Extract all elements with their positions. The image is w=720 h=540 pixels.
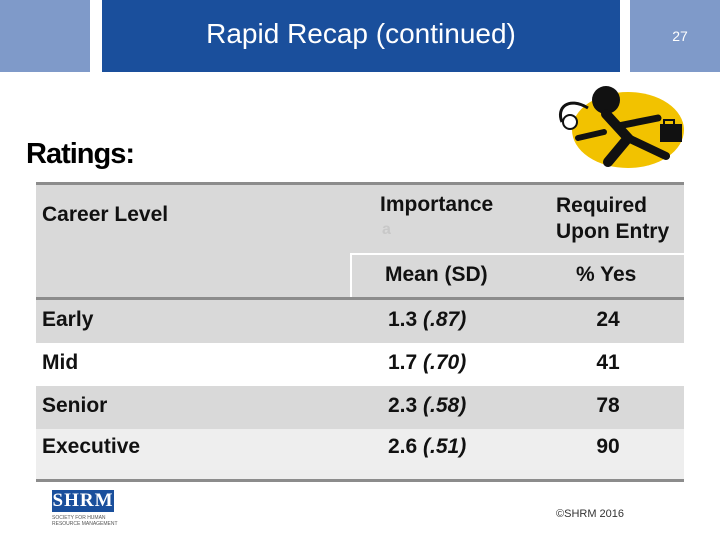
header-importance-note: a <box>382 221 391 238</box>
header-rule <box>36 297 684 300</box>
header-left-bar <box>0 0 90 72</box>
row-pct: 41 <box>596 351 620 374</box>
row-pct: 78 <box>596 394 620 417</box>
table-bottom-rule <box>36 479 684 482</box>
section-heading: Ratings: <box>26 138 135 170</box>
row-pct: 90 <box>596 435 620 458</box>
header-importance: Importance <box>380 193 494 216</box>
slide-title: Rapid Recap (continued) <box>206 18 516 49</box>
page-number: 27 <box>672 28 688 44</box>
header-right-bar <box>630 0 720 72</box>
table-row: Senior 2.3 (.58) 78 <box>36 386 684 429</box>
row-mean: 1.3 (.87) <box>388 308 467 331</box>
row-level: Senior <box>42 394 108 417</box>
row-mean: 2.6 (.51) <box>388 435 467 458</box>
row-level: Early <box>42 308 94 331</box>
row-mean: 1.7 (.70) <box>388 351 467 374</box>
copyright: ©SHRM 2016 <box>556 508 625 520</box>
title-bar <box>102 0 620 72</box>
row-level: Executive <box>42 435 141 458</box>
header-required: Required Upon Entry <box>556 194 670 243</box>
table-row: Early 1.3 (.87) 24 <box>36 300 684 343</box>
table-row: Mid 1.7 (.70) 41 <box>36 343 684 386</box>
header-mean-sd: Mean (SD) <box>385 263 488 286</box>
header-divider-vertical <box>350 253 352 297</box>
header-divider <box>350 253 684 255</box>
running-businessman-icon <box>559 86 684 168</box>
row-level: Mid <box>42 351 79 374</box>
header-career-level: Career Level <box>42 203 169 226</box>
logo-mark: SHRM <box>52 490 114 512</box>
logo-tagline: SOCIETY FOR HUMAN RESOURCE MANAGEMENT <box>52 515 118 527</box>
row-mean: 2.3 (.58) <box>388 394 467 417</box>
ratings-table: Career Level Importance a Required Upon … <box>36 182 684 482</box>
header-pct-yes: % Yes <box>576 263 637 286</box>
table-header: Career Level Importance a Required Upon … <box>36 182 684 300</box>
row-pct: 24 <box>596 308 620 331</box>
table-row: Executive 2.6 (.51) 90 <box>36 429 684 465</box>
shrm-logo: SHRM SOCIETY FOR HUMAN RESOURCE MANAGEME… <box>52 490 124 530</box>
